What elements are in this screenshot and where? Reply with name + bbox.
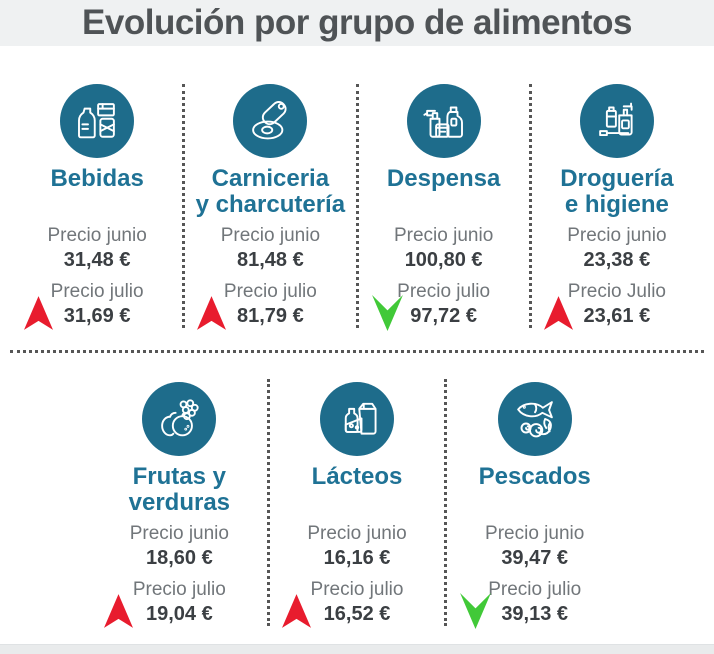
price-block: Precio junio 100,80 € Precio julio 97,72…	[359, 224, 529, 331]
dairy-icon	[320, 382, 394, 456]
price-june-label: Precio junio	[220, 225, 321, 246]
price-june-label: Precio junio	[567, 225, 667, 246]
page-header: Evolución por grupo de alimentos	[0, 0, 714, 46]
price-june-value: 100,80 €	[404, 249, 483, 271]
food-groups-row-2: Frutas y verduras Precio junio 18,60 € P…	[92, 379, 622, 629]
meat-deli-icon	[233, 84, 308, 158]
price-june-value: 81,48 €	[237, 249, 304, 271]
price-july-label: Precio julio	[310, 579, 404, 600]
vertical-divider	[444, 379, 448, 626]
food-group-card-carniceria: Carniceria y charcutería Precio junio 81…	[185, 46, 355, 331]
price-july-label: Precio julio	[223, 281, 317, 302]
vertical-divider	[182, 84, 186, 328]
food-group-card-drogueria: Droguería e higiene Precio junio 23,38 €…	[532, 46, 702, 331]
trend-up-icon	[281, 593, 311, 629]
drinks-icon	[60, 84, 135, 158]
price-july-value: 81,79 €	[237, 305, 304, 327]
food-groups-row-1: Bebidas Precio junio 31,48 € Precio juli…	[0, 46, 714, 331]
price-july-value: 97,72 €	[410, 305, 477, 327]
fruits-vegetables-icon	[142, 382, 217, 456]
price-block: Precio junio 31,48 € Precio julio 31,69 …	[12, 224, 182, 331]
food-group-card-despensa: Despensa Precio junio 100,80 € Precio ju…	[359, 46, 529, 331]
food-group-card-lacteos: Lácteos Precio junio 16,16 € Precio juli…	[270, 379, 445, 629]
group-name: Carniceria y charcutería	[195, 165, 346, 218]
price-june-label: Precio junio	[485, 523, 585, 544]
price-block: Precio junio 39,47 € Precio julio 39,13 …	[447, 522, 622, 629]
price-june-label: Precio junio	[307, 523, 407, 544]
fish-icon	[497, 382, 572, 456]
page-title: Evolución por grupo de alimentos	[82, 3, 632, 42]
group-name: Droguería e higiene	[560, 165, 674, 218]
group-name: Despensa	[386, 165, 501, 192]
price-july-label: Precio julio	[488, 579, 582, 600]
bottom-bar	[0, 644, 714, 654]
trend-up-icon	[543, 295, 573, 331]
row-divider	[10, 350, 704, 353]
price-july-value: 19,04 €	[145, 603, 213, 625]
group-name: Lácteos	[311, 463, 403, 490]
price-june-value: 23,38 €	[583, 249, 651, 271]
trend-up-icon	[104, 593, 133, 629]
trend-down-icon	[371, 295, 404, 331]
trend-up-icon	[24, 295, 53, 331]
price-july-value: 31,69 €	[63, 305, 131, 327]
price-block: Precio junio 23,38 € Precio Julio 23,61 …	[532, 224, 702, 331]
price-july-label: Precio julio	[132, 579, 226, 600]
vertical-divider	[528, 84, 532, 328]
price-july-label: Precio julio	[50, 281, 144, 302]
price-june-value: 39,47 €	[501, 547, 569, 569]
food-group-card-frutas: Frutas y verduras Precio junio 18,60 € P…	[92, 379, 267, 629]
price-july-value: 16,52 €	[323, 603, 391, 625]
price-june-label: Precio junio	[129, 523, 229, 544]
vertical-divider	[355, 84, 359, 328]
price-july-label: Precio julio	[397, 281, 491, 302]
price-june-label: Precio junio	[47, 225, 147, 246]
price-june-value: 16,16 €	[323, 547, 391, 569]
price-june-value: 18,60 €	[145, 547, 213, 569]
pantry-cleaning-icon	[406, 84, 481, 158]
price-june-value: 31,48 €	[63, 249, 131, 271]
price-block: Precio junio 81,48 € Precio julio 81,79 …	[185, 224, 355, 331]
price-block: Precio junio 16,16 € Precio julio 16,52 …	[270, 522, 445, 629]
price-july-value: 39,13 €	[501, 603, 569, 625]
food-group-card-bebidas: Bebidas Precio junio 31,48 € Precio juli…	[12, 46, 182, 331]
price-july-label: Precio Julio	[567, 281, 666, 302]
price-block: Precio junio 18,60 € Precio julio 19,04 …	[92, 522, 267, 629]
hygiene-icon	[579, 84, 654, 158]
price-june-label: Precio junio	[393, 225, 494, 246]
food-group-card-pescados: Pescados Precio junio 39,47 € Precio jul…	[447, 379, 622, 629]
price-july-value: 23,61 €	[583, 305, 651, 327]
group-name: Frutas y verduras	[128, 463, 231, 516]
trend-up-icon	[197, 295, 227, 331]
vertical-divider	[266, 379, 270, 626]
group-name: Bebidas	[50, 165, 144, 192]
trend-down-icon	[459, 593, 492, 629]
group-name: Pescados	[478, 463, 591, 490]
